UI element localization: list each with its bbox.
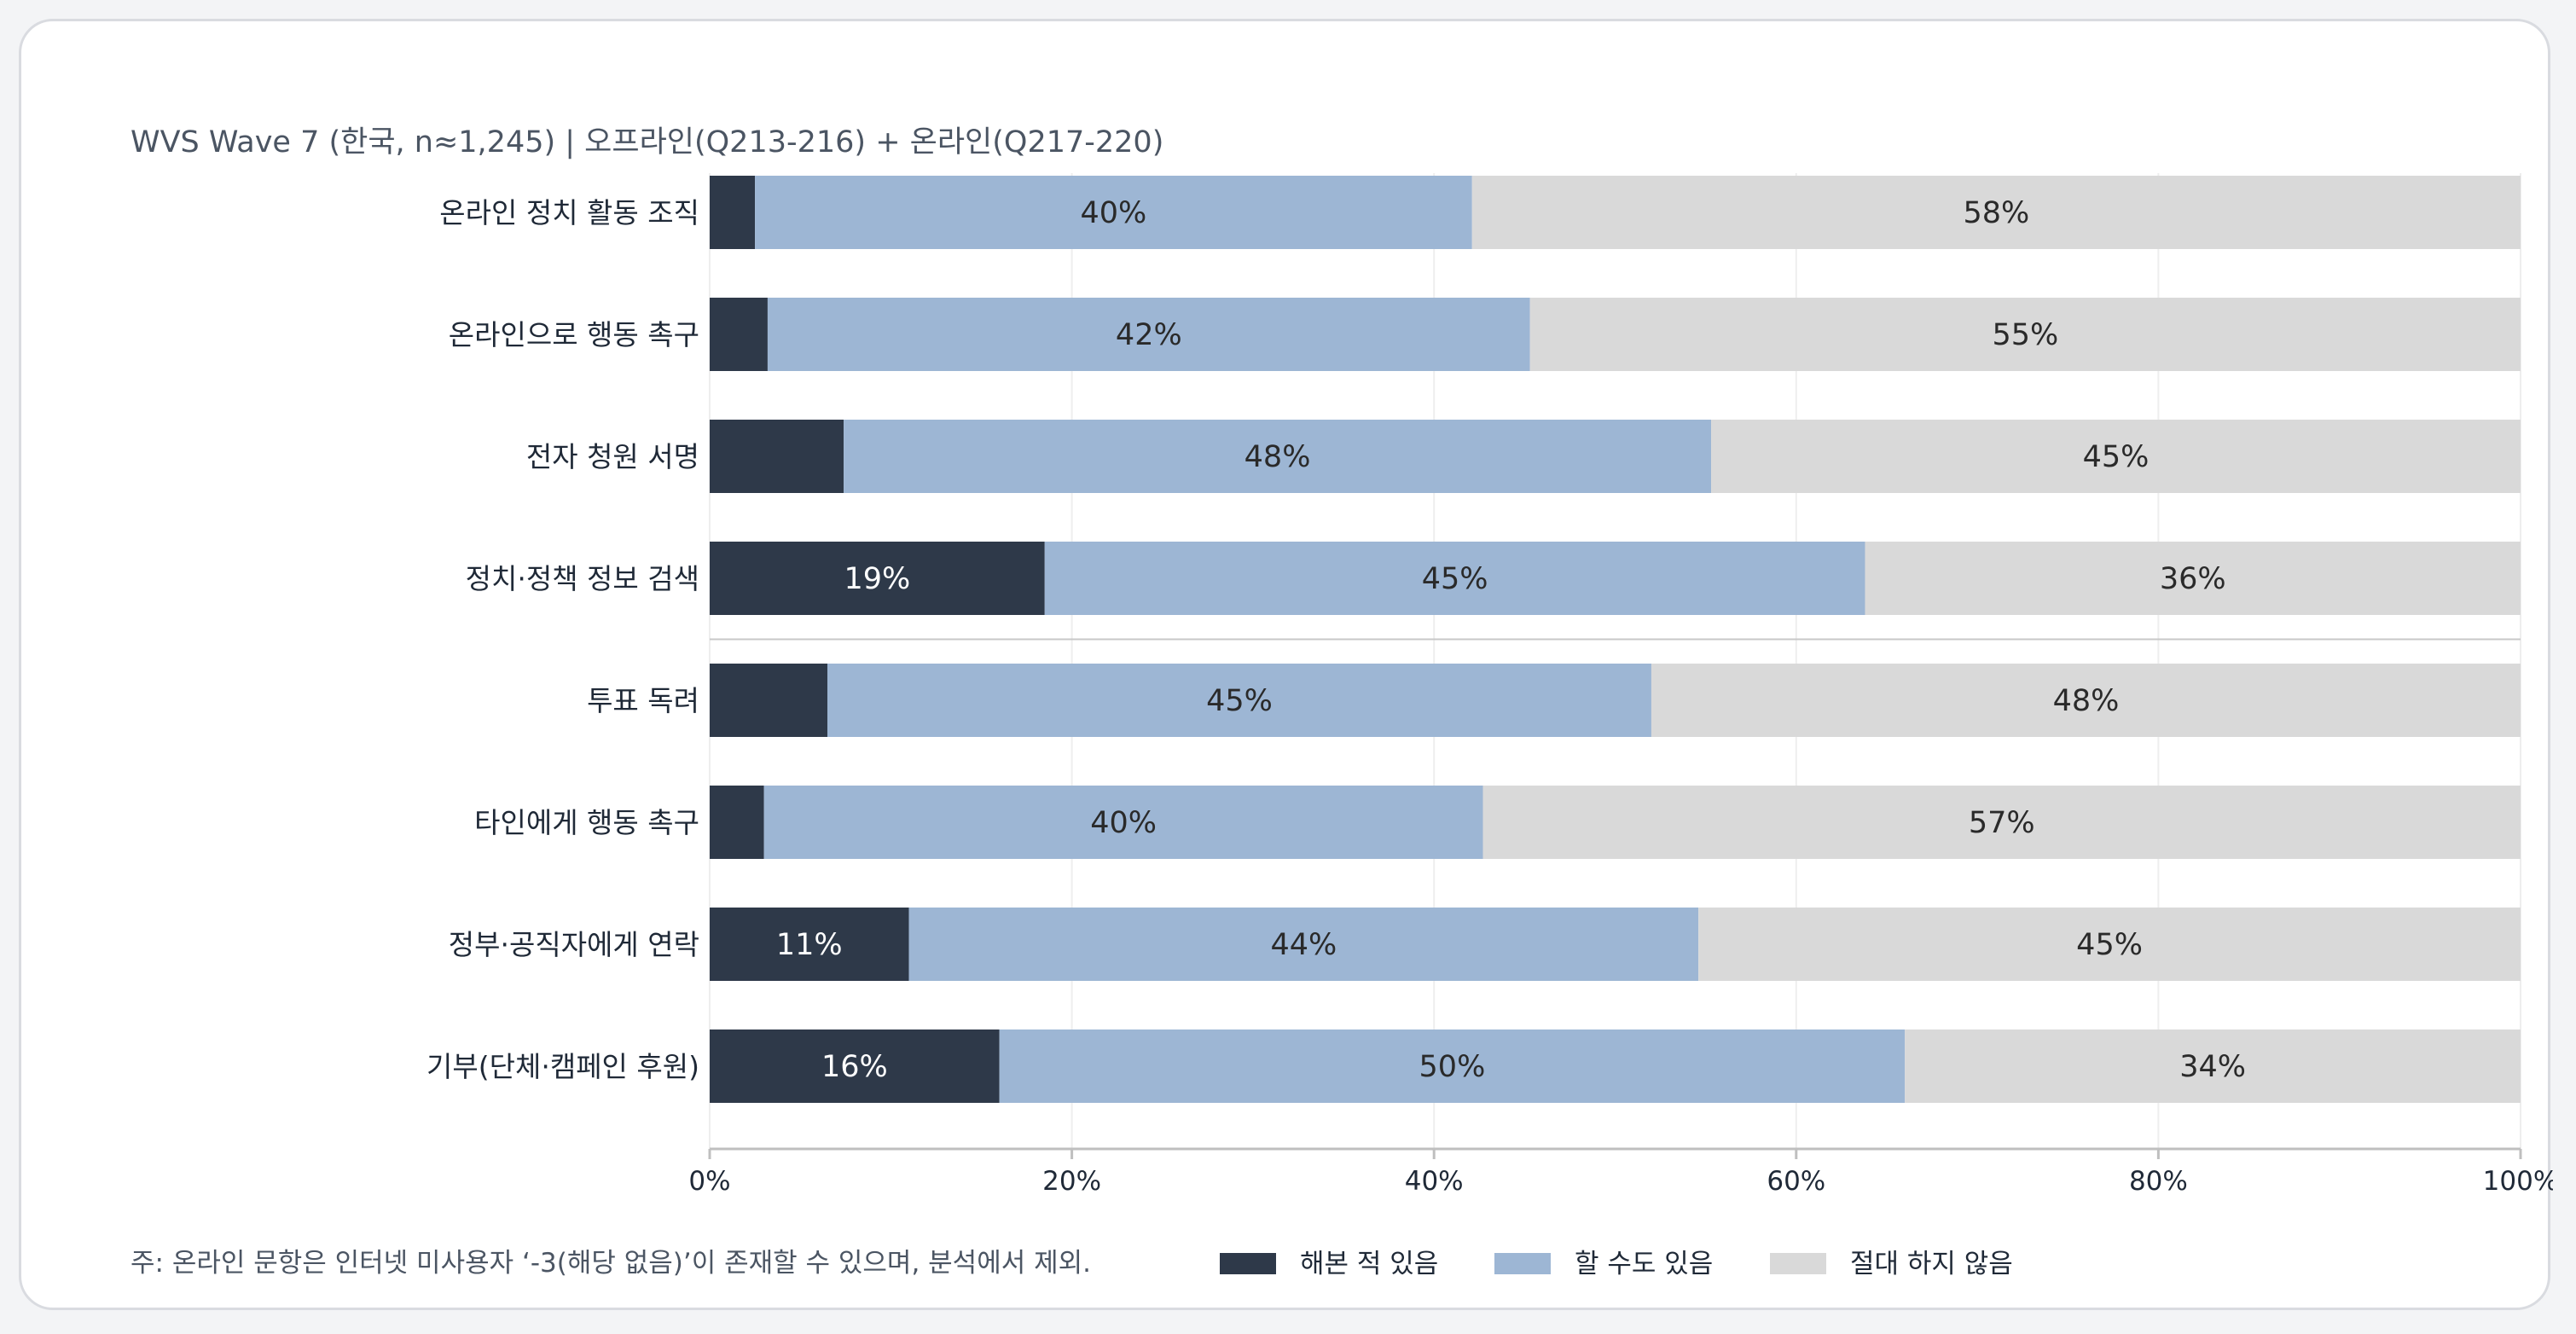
value-labels: 40% 58% 42% 55% 48% 45% 19% 45% 36% 45% 48% 40% 57% 1… [776,196,2246,1084]
value-label: 45% [2083,440,2150,474]
legend-swatch [1770,1253,1826,1274]
value-label: 34% [2179,1050,2246,1084]
legend-label: 할 수도 있음 [1575,1249,1713,1279]
bar-segment [710,176,756,249]
value-label: 57% [1969,806,2035,840]
x-tick-label: 0% [688,1166,730,1197]
bar-segment [844,420,1712,493]
value-label: 48% [2053,684,2120,718]
stacked-bar-chart: WVS Wave 7 (한국, n≈1,245) | 오프라인(Q213-216… [131,125,2553,1279]
bar-segment [710,908,909,981]
x-tick-label: 100% [2483,1166,2553,1197]
bar-segment [763,786,1483,859]
x-tick-label: 80% [2129,1166,2188,1197]
chart-subtitle: WVS Wave 7 (한국, n≈1,245) | 오프라인(Q213-216… [131,125,1163,160]
x-tick-label: 20% [1042,1166,1101,1197]
legend-swatch [1494,1253,1551,1274]
value-label: 42% [1116,318,1182,352]
bar-segment [710,298,768,371]
category-label: 기부(단체·캠페인 후원) [426,1050,699,1083]
bar-segment [755,176,1472,249]
bar-segment [1471,176,2521,249]
value-label: 36% [2160,562,2226,596]
category-label: 타인에게 행동 촉구 [474,806,699,839]
category-label: 정부·공직자에게 연락 [449,928,699,961]
legend-label: 절대 하지 않음 [1850,1249,2013,1279]
bar-segment [1529,298,2521,371]
value-label: 58% [1963,196,2029,230]
value-label: 45% [2076,928,2143,962]
value-label: 50% [1419,1050,1486,1084]
bar-segment [1698,908,2521,981]
category-label: 온라인으로 행동 촉구 [449,318,699,351]
legend: 해본 적 있음 할 수도 있음 절대 하지 않음 [1220,1249,2013,1279]
bar-segment [1865,542,2521,615]
value-label: 45% [1206,684,1273,718]
value-label: 40% [1081,196,1147,230]
bar-segment [710,542,1045,615]
footnote: 주: 온라인 문항은 인터넷 미사용자 ‘-3(해당 없음)’이 존재할 수 있… [131,1248,1091,1279]
bar-segment [999,1030,1906,1103]
x-tick-label: 40% [1405,1166,1464,1197]
bar-segment [1905,1030,2521,1103]
value-label: 55% [1992,318,2058,352]
bar-segment [1482,786,2521,859]
bar-segment [827,664,1651,737]
value-label: 45% [1422,562,1488,596]
legend-swatch [1220,1253,1276,1274]
bar-segment [710,420,844,493]
bars [710,176,2521,1103]
bar-segment [767,298,1530,371]
category-label: 정치·정책 정보 검색 [466,562,699,595]
value-label: 16% [821,1050,888,1084]
category-label: 온라인 정치 활동 조직 [439,196,699,229]
x-tick-label: 60% [1767,1166,1825,1197]
category-label: 전자 청원 서명 [526,440,699,473]
value-label: 40% [1090,806,1157,840]
value-label: 19% [844,562,910,596]
category-label: 투표 독려 [587,684,699,717]
bar-segment [710,786,764,859]
value-label: 44% [1270,928,1337,962]
bar-segment [1044,542,1865,615]
legend-label: 해본 적 있음 [1300,1249,1438,1279]
x-axis: 0% 20% 40% 60% 80% 100% [688,1147,2553,1197]
bar-segment [710,1030,1000,1103]
bar-segment [1711,420,2521,493]
bar-segment [710,664,827,737]
bar-segment [1651,664,2521,737]
value-label: 11% [776,928,843,962]
value-label: 48% [1244,440,1311,474]
chart-card: WVS Wave 7 (한국, n≈1,245) | 오프라인(Q213-216… [19,19,2553,1310]
bar-segment [908,908,1699,981]
